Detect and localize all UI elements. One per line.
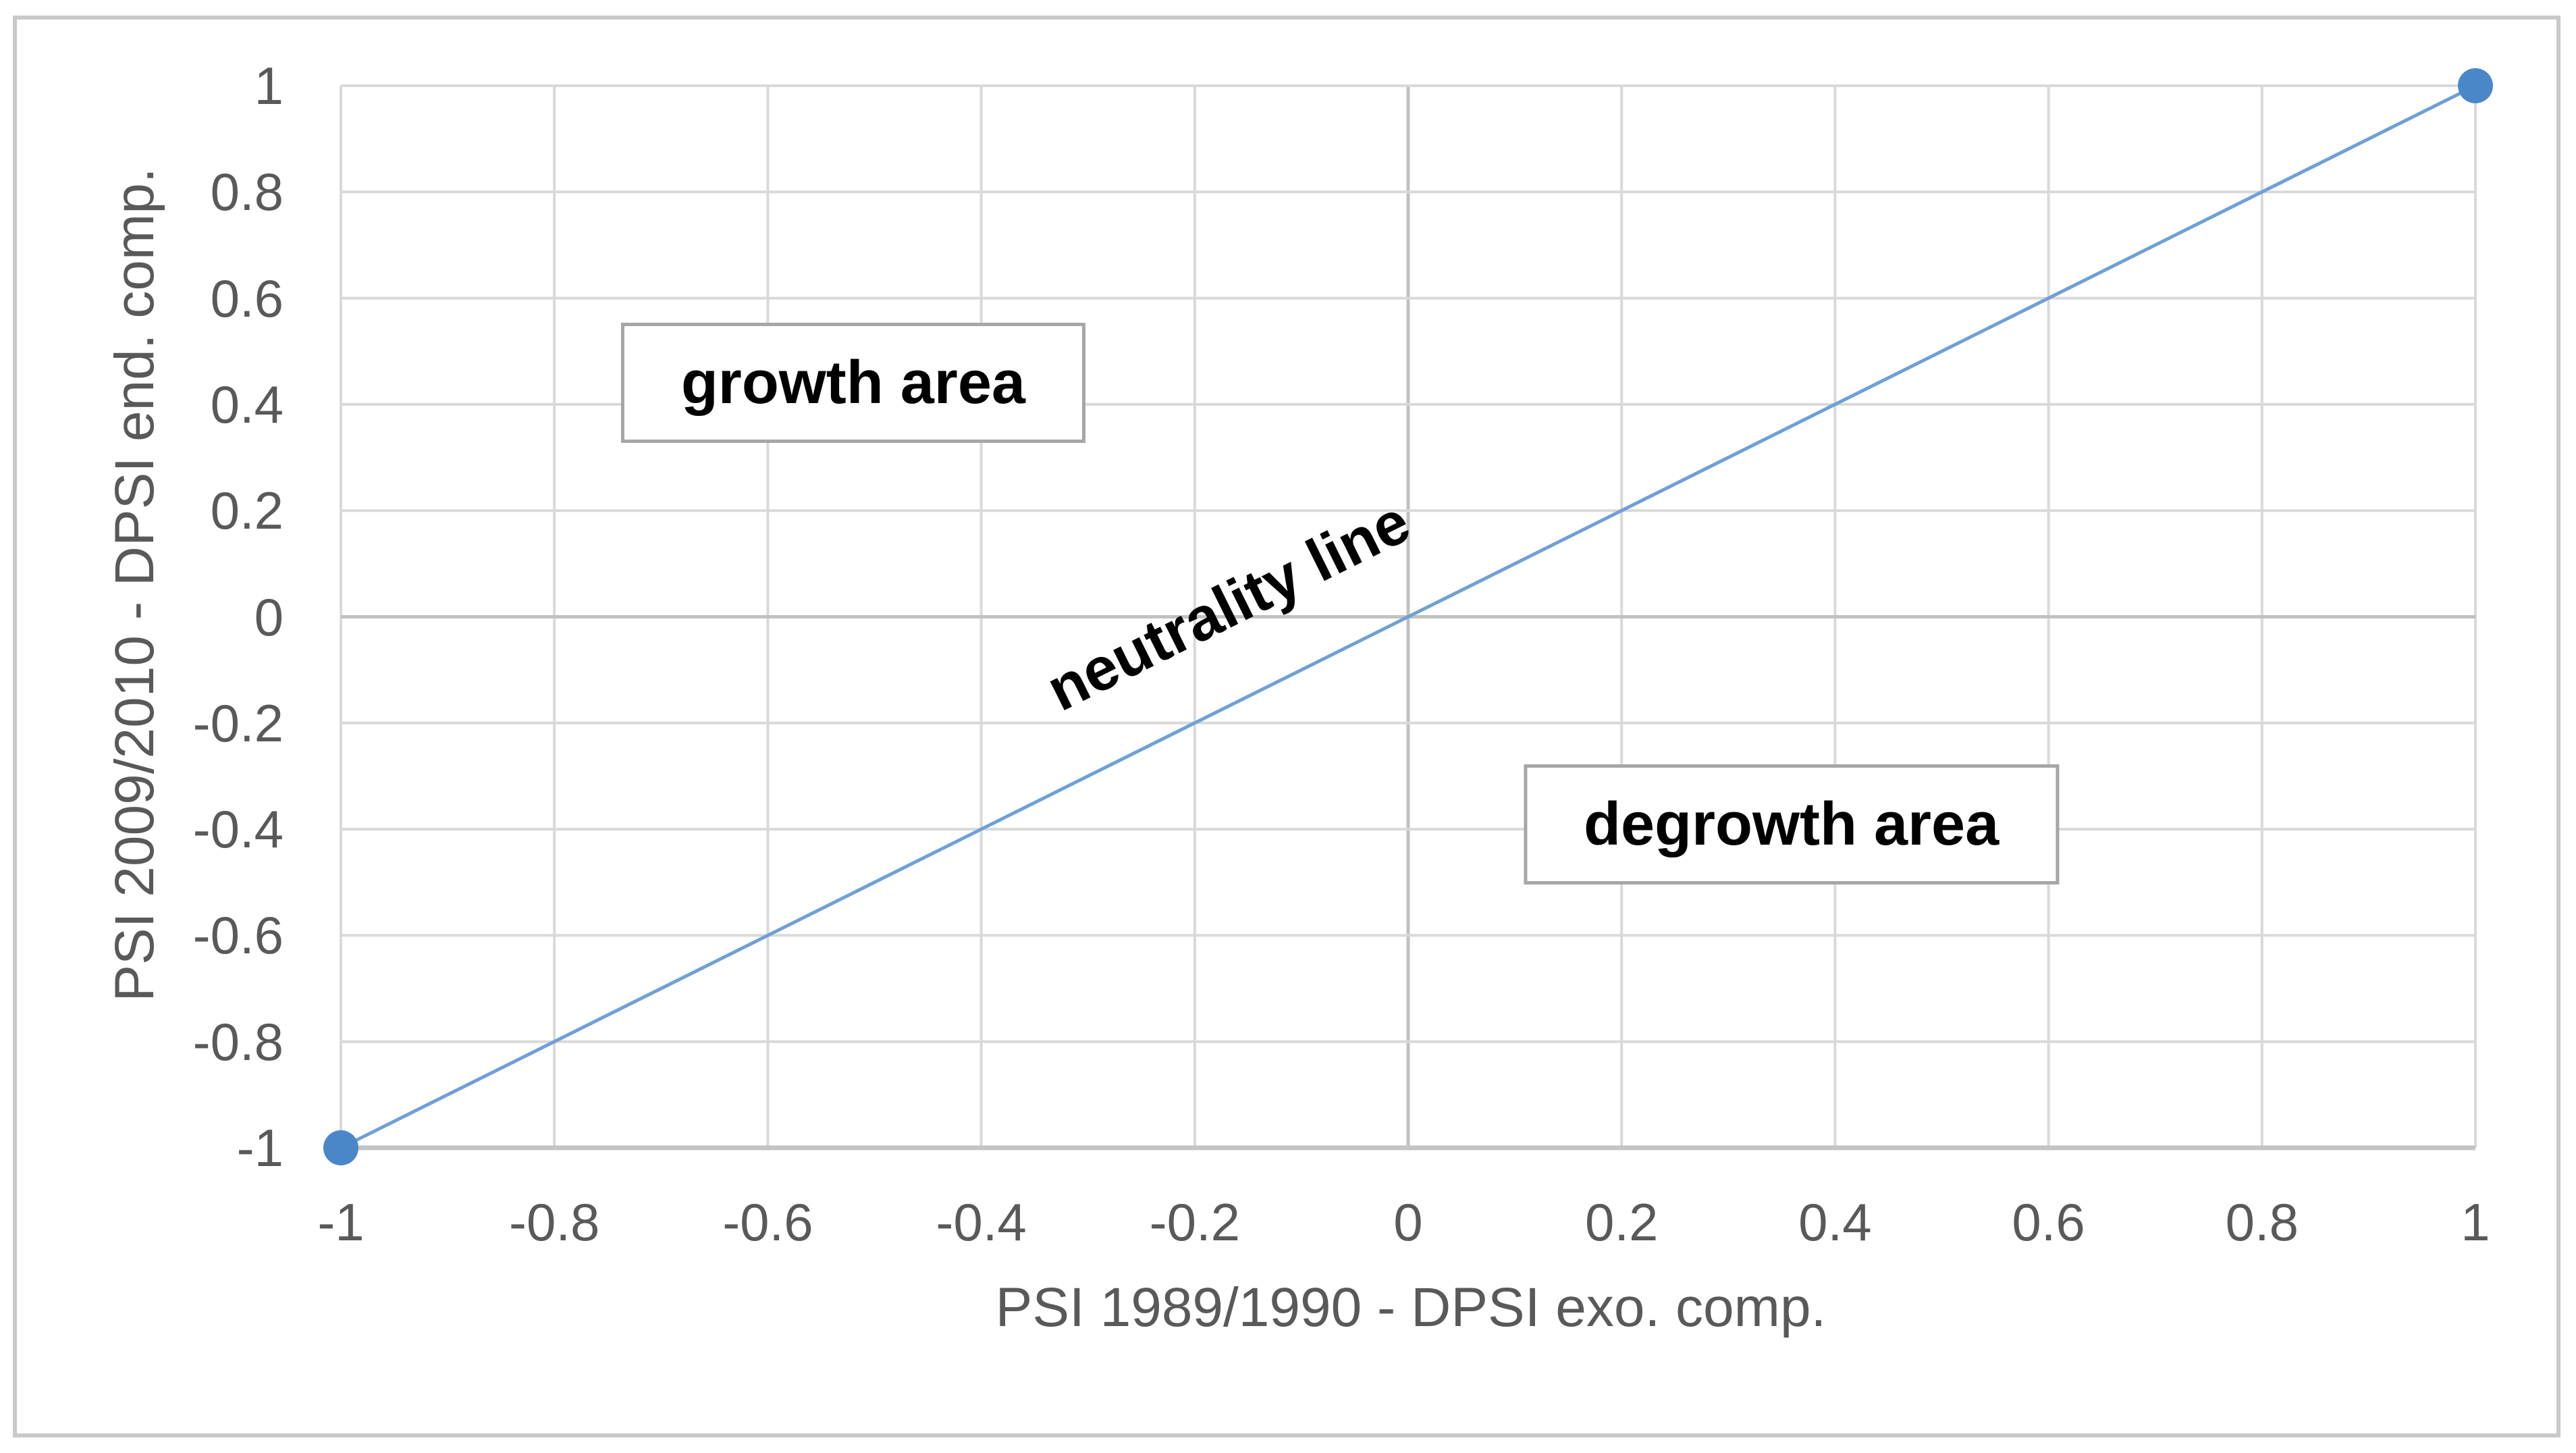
data-point-marker — [2458, 68, 2493, 103]
series-line — [340, 84, 2477, 1150]
y-tick-label: 0.6 — [210, 268, 284, 328]
y-axis-title: PSI 2009/2010 - DPSI end. comp. — [104, 167, 165, 1002]
x-tick-label: -0.8 — [508, 1192, 600, 1252]
y-tick-label: -0.2 — [192, 693, 284, 753]
x-axis-title: PSI 1989/1990 - DPSI exo. comp. — [995, 1277, 1827, 1338]
y-tick-label: 0.2 — [210, 481, 284, 541]
figure-border — [13, 16, 2560, 1437]
x-tick-label: 0 — [1393, 1192, 1423, 1252]
data-point-marker — [323, 1130, 358, 1165]
annotation-growth-area: growth area — [620, 323, 1085, 444]
y-tick-label: -1 — [236, 1118, 284, 1178]
x-tick-label: -0.2 — [1149, 1192, 1240, 1252]
x-tick-label: 1 — [2461, 1192, 2490, 1252]
y-tick-label: -0.8 — [192, 1011, 284, 1072]
y-tick-label: 1 — [254, 56, 284, 115]
y-tick-label: -0.4 — [192, 799, 284, 860]
x-tick-label: -0.4 — [936, 1192, 1027, 1252]
x-tick-label: 0.4 — [1798, 1192, 1872, 1252]
y-tick-label: 0.4 — [210, 374, 284, 434]
y-tick-label: 0 — [254, 587, 284, 647]
x-tick-label: 0.6 — [2012, 1192, 2085, 1252]
x-tick-label: -1 — [317, 1192, 365, 1252]
annotation-degrowth-area: degrowth area — [1524, 764, 2060, 885]
y-tick-label: -0.6 — [192, 905, 284, 966]
y-tick-label: 0.8 — [210, 162, 284, 222]
x-tick-label: -0.6 — [722, 1192, 813, 1252]
x-tick-label: 0.8 — [2225, 1192, 2299, 1252]
x-tick-label: 0.2 — [1584, 1192, 1659, 1252]
